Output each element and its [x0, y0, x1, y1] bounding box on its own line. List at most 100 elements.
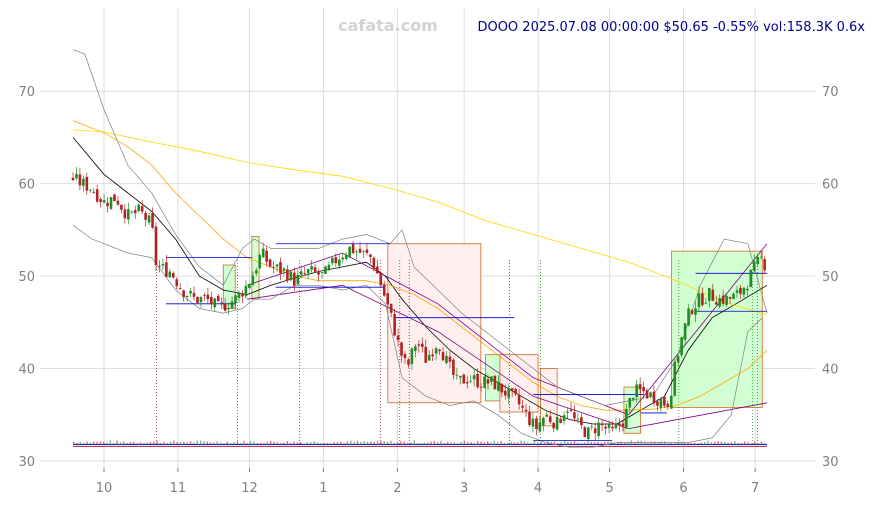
candle-body [524, 409, 528, 412]
candle-body [223, 304, 227, 311]
volume-bar [730, 442, 733, 445]
volume-bar [416, 443, 419, 445]
volume-bar [396, 441, 399, 445]
volume-bar [613, 443, 616, 445]
volume-bar [583, 442, 586, 445]
indicator-line [72, 129, 768, 316]
candlesticks [71, 166, 766, 441]
volume-bar [523, 440, 526, 445]
x-tick-label: 3 [460, 481, 468, 496]
volume-bar [173, 440, 175, 445]
candle-body [272, 267, 275, 268]
indicator-line [247, 284, 768, 430]
volume-bar [259, 442, 262, 445]
volume-bar [146, 442, 148, 445]
candle-body [462, 374, 466, 384]
volume-bar [440, 440, 442, 445]
candle-body [746, 288, 749, 291]
candle-body [638, 384, 642, 390]
candle-body [379, 273, 383, 286]
volume-bar [477, 440, 479, 445]
volume-bar [133, 441, 135, 445]
volume-bar [306, 442, 309, 445]
candle-body [683, 323, 687, 340]
candle-body [704, 302, 708, 304]
candle-body [434, 348, 438, 354]
candle-body [500, 383, 504, 393]
volume-bar [413, 440, 415, 445]
candle-body [749, 269, 753, 288]
candle-body [299, 271, 303, 275]
volume-bar [103, 441, 105, 445]
y-tick-label-left: 70 [18, 85, 35, 100]
volume-bar [573, 440, 576, 445]
candle-body [562, 415, 566, 421]
candle-body [742, 287, 746, 295]
volume-bar [764, 443, 766, 445]
candle-body [282, 268, 286, 271]
volume-bar [487, 441, 489, 445]
indicator-line [246, 243, 768, 416]
down-box [387, 243, 482, 404]
volume-bar [163, 442, 165, 445]
candle-body [438, 349, 441, 352]
candle-body [268, 259, 272, 267]
candle-body [109, 197, 113, 209]
candle-body [441, 352, 445, 361]
volume-bar [527, 442, 529, 445]
volume-bar [333, 442, 335, 445]
volume-bar [269, 440, 272, 445]
candle-body [590, 426, 594, 428]
volume-bar [470, 442, 472, 445]
candle-body [182, 290, 185, 298]
candle-body [99, 199, 102, 203]
candle-body [517, 395, 521, 405]
candle-body [386, 293, 389, 305]
candle-body [459, 375, 462, 378]
candle-body [420, 343, 424, 347]
y-axis: 30 30 40 40 50 50 60 60 70 70 [18, 85, 838, 470]
candle-body [597, 422, 600, 437]
candle-body [410, 348, 414, 365]
candle-body [604, 426, 607, 429]
volume-bar [316, 442, 319, 445]
candle-body [414, 346, 417, 352]
volume-bar [510, 441, 512, 445]
candle-body [365, 249, 369, 253]
candle-body [417, 344, 421, 346]
volume-bar [540, 441, 542, 445]
volume-bar [694, 443, 696, 445]
volume-bar [326, 442, 329, 445]
volume-bar [560, 442, 562, 445]
candle-body [400, 342, 403, 356]
volume-bar [119, 442, 122, 445]
candle-body [216, 295, 220, 302]
volume-bar [520, 440, 522, 445]
volume-bar [620, 441, 622, 445]
candle-body [407, 359, 410, 365]
candle-body [708, 287, 711, 301]
y-tick-label-right: 40 [822, 363, 839, 378]
candle-body [227, 308, 230, 310]
volume-bar [239, 442, 242, 445]
volume-bar [193, 442, 195, 445]
volume-bar [420, 442, 422, 445]
candle-body [714, 302, 718, 305]
volume-bar [760, 442, 763, 445]
chart-title: DOOO 2025.07.08 00:00:00 $50.65 -0.55% v… [477, 20, 865, 35]
volume-bar [567, 442, 569, 445]
candle-body [431, 354, 434, 357]
volume-bar [643, 441, 646, 445]
volume-bar [500, 440, 502, 445]
volume-bar [433, 440, 436, 445]
candle-body [78, 174, 82, 186]
volume-bar [480, 441, 482, 445]
volume-bar [340, 441, 342, 445]
volume-bar [557, 443, 559, 445]
candle-body [735, 290, 739, 293]
candle-body [580, 417, 583, 426]
candle-body [133, 210, 137, 214]
candle-body [175, 279, 179, 286]
volume-bar [710, 442, 713, 445]
